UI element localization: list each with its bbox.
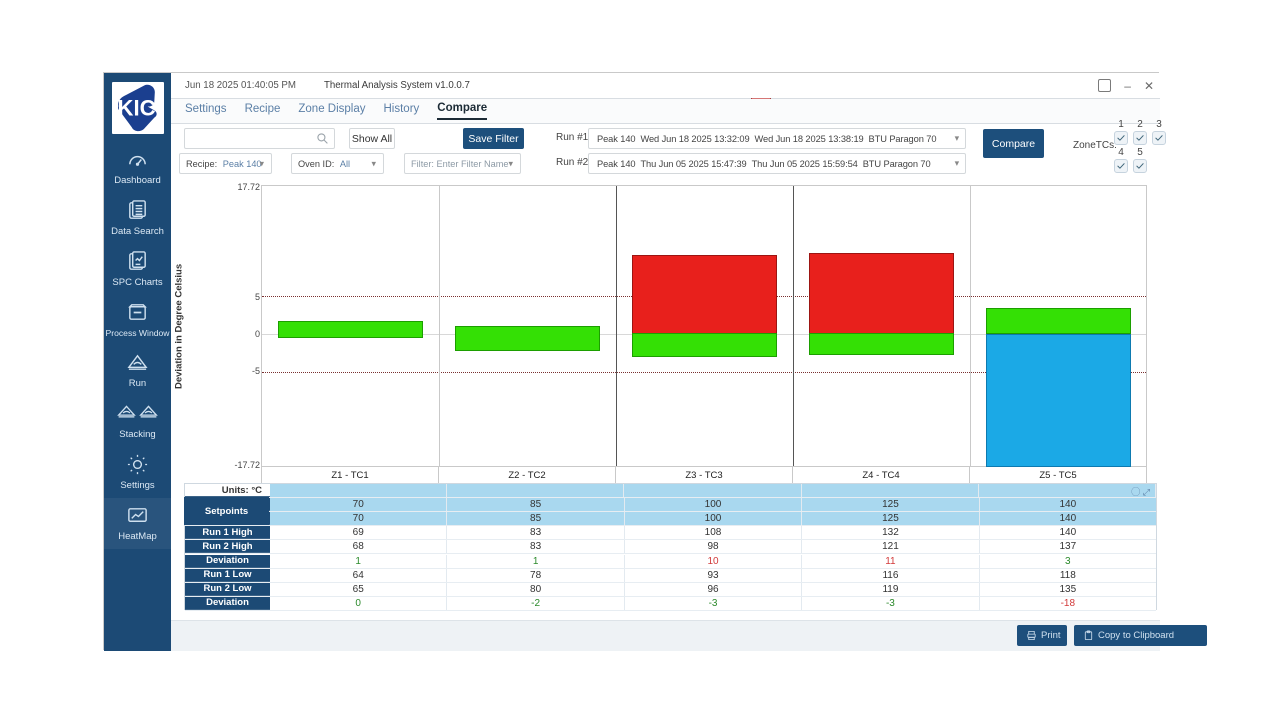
svg-text:KIC: KIC xyxy=(117,96,155,121)
